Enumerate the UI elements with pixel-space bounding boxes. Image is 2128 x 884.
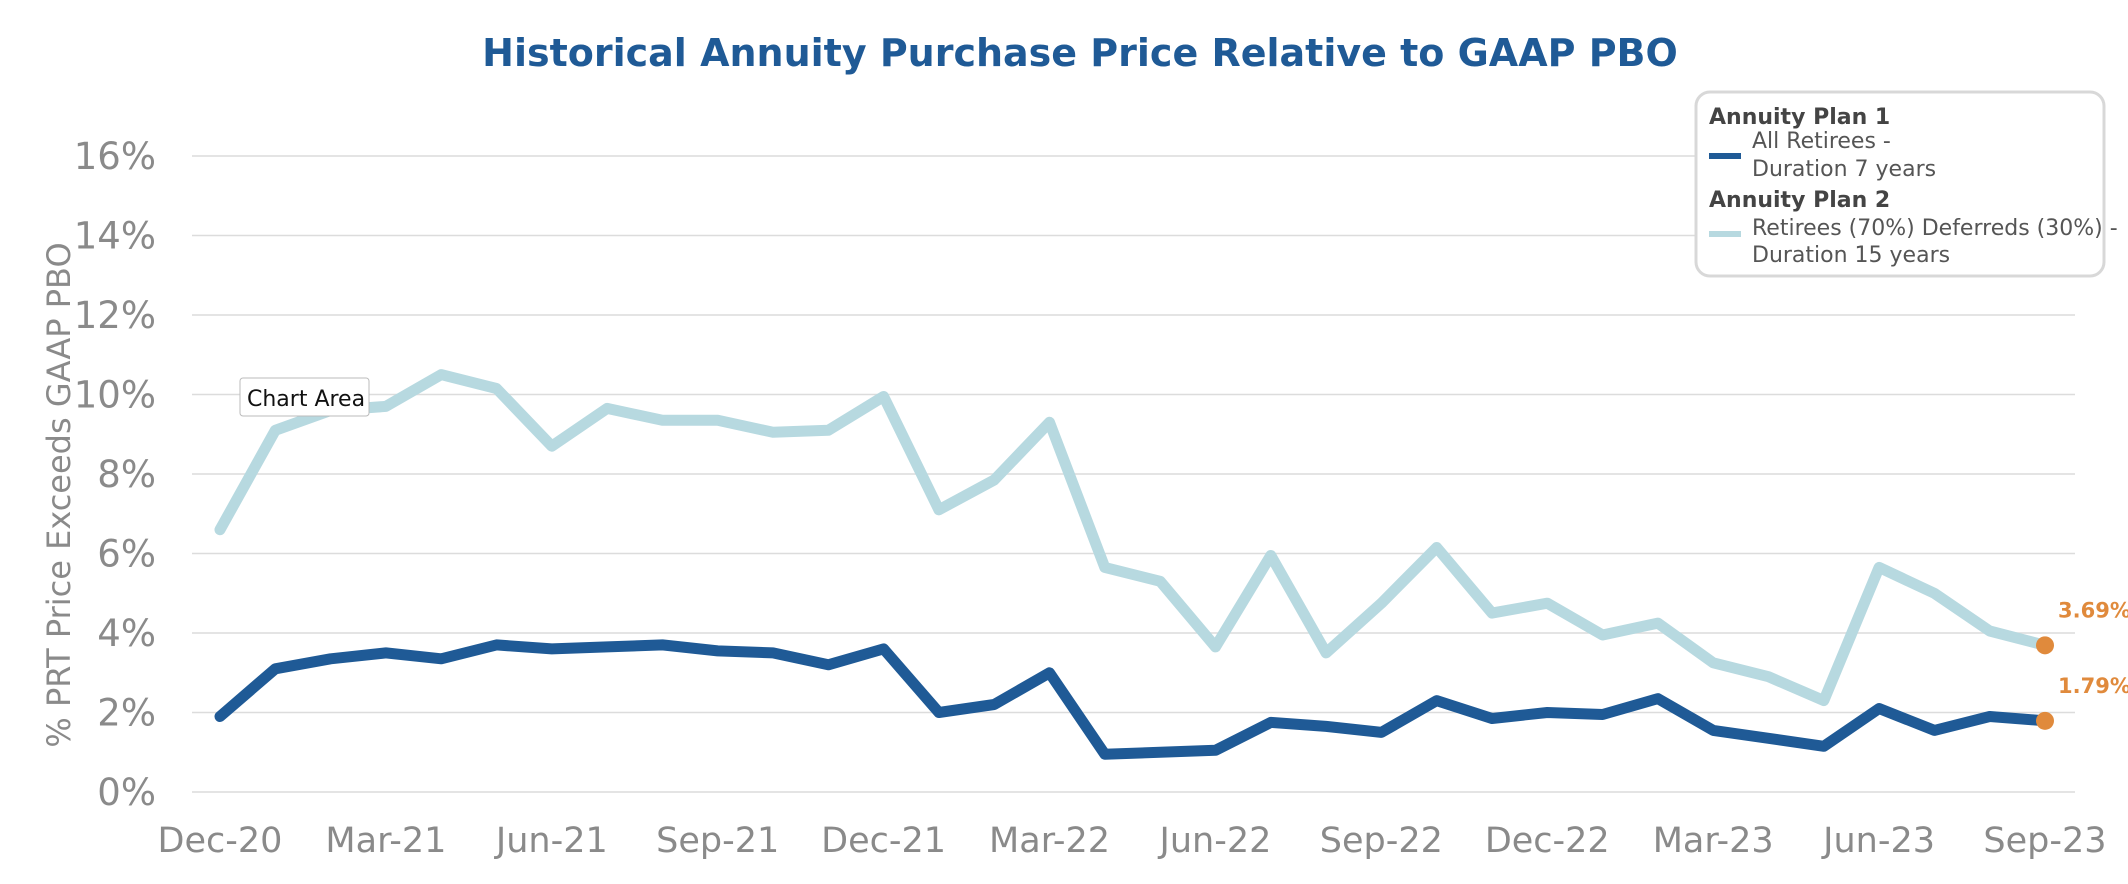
x-tick-label: Sep-21 bbox=[656, 821, 779, 861]
tooltip-text: Chart Area bbox=[247, 387, 365, 412]
x-tick-label: Jun-22 bbox=[1158, 821, 1272, 861]
series-line-annuity-plan-2[interactable] bbox=[214, 369, 2051, 707]
chart-title: Historical Annuity Purchase Price Relati… bbox=[482, 31, 1678, 75]
x-axis-ticks: Dec-20 Mar-21 Jun-21 Sep-21 Dec-21 Mar-22 Jun-… bbox=[158, 821, 2107, 861]
x-tick-label: Mar-23 bbox=[1653, 821, 1774, 861]
end-markers: 1.79% 3.69% bbox=[2036, 598, 2128, 730]
x-tick-label: Jun-23 bbox=[1821, 821, 1935, 861]
end-label: 3.69% bbox=[2058, 598, 2128, 622]
legend-line-plan-1-a: All Retirees - bbox=[1752, 129, 1891, 154]
x-tick-label: Dec-20 bbox=[158, 821, 283, 861]
legend-heading-plan-2: Annuity Plan 2 bbox=[1709, 188, 1890, 213]
x-tick-label: Dec-21 bbox=[821, 821, 946, 861]
x-tick-label: Dec-22 bbox=[1485, 821, 1610, 861]
end-marker bbox=[2036, 636, 2054, 655]
y-axis-ticks: 0% 2% 4% 6% 8% 10% 12% 14% 16% bbox=[74, 135, 156, 814]
x-tick-label: Mar-22 bbox=[989, 821, 1110, 861]
x-tick-label: Sep-23 bbox=[1983, 821, 2106, 861]
end-marker bbox=[2036, 711, 2054, 730]
end-label: 1.79% bbox=[2058, 674, 2128, 698]
y-tick-label: 16% bbox=[74, 135, 156, 178]
legend-line-plan-2-b: Duration 15 years bbox=[1752, 243, 1950, 268]
y-tick-label: 2% bbox=[97, 692, 156, 735]
legend[interactable]: Annuity Plan 1 All Retirees - Duration 7… bbox=[1694, 90, 2118, 278]
legend-line-plan-2-a: Retirees (70%) Deferreds (30%) - bbox=[1752, 216, 2118, 241]
legend-box bbox=[1694, 90, 2106, 278]
tooltip-box bbox=[239, 377, 370, 417]
x-tick-label: Sep-22 bbox=[1320, 821, 1443, 861]
series-lines[interactable] bbox=[214, 369, 2051, 760]
y-axis-label: % PRT Price Exceeds GAAP PBO bbox=[40, 242, 78, 747]
y-tick-label: 6% bbox=[97, 533, 156, 576]
y-tick-label: 0% bbox=[97, 771, 156, 814]
legend-heading-plan-1: Annuity Plan 1 bbox=[1709, 105, 1890, 130]
chart-area-tooltip: Chart Area bbox=[239, 377, 370, 417]
y-tick-label: 12% bbox=[74, 294, 156, 337]
x-tick-label: Jun-21 bbox=[494, 821, 608, 861]
series-line-annuity-plan-1[interactable] bbox=[214, 639, 2051, 760]
legend-line-plan-1-b: Duration 7 years bbox=[1752, 157, 1936, 182]
y-tick-label: 10% bbox=[74, 374, 156, 417]
y-tick-label: 4% bbox=[97, 612, 156, 655]
y-tick-label: 14% bbox=[74, 215, 156, 258]
y-tick-label: 8% bbox=[97, 453, 156, 496]
x-tick-label: Mar-21 bbox=[325, 821, 446, 861]
